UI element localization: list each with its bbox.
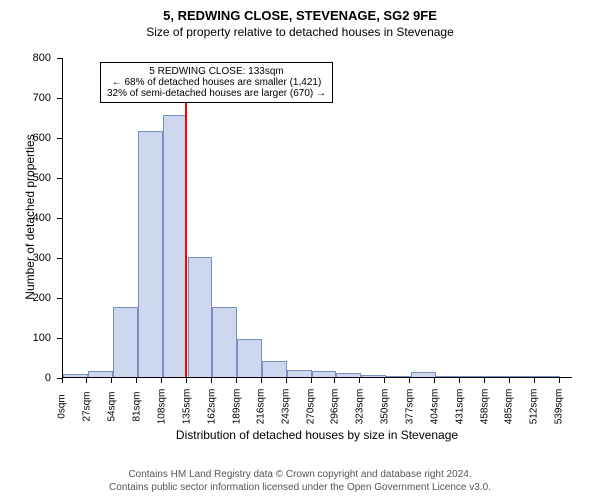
x-tick-label: 431sqm	[454, 389, 465, 425]
x-tick-mark	[62, 378, 63, 383]
info-line-1: 5 REDWING CLOSE: 133sqm	[107, 66, 326, 77]
x-tick-label: 404sqm	[429, 389, 440, 425]
x-tick-label: 0sqm	[56, 394, 67, 418]
x-tick-label: 135sqm	[181, 389, 192, 425]
histogram-bar	[188, 257, 213, 377]
y-tick-label: 300	[33, 252, 57, 264]
x-tick-mark	[334, 378, 335, 383]
y-tick: 300	[0, 251, 62, 265]
y-tick: 500	[0, 171, 62, 185]
x-tick-label: 27sqm	[81, 391, 92, 421]
histogram-bar	[460, 376, 485, 377]
info-line-3: 32% of semi-detached houses are larger (…	[107, 88, 326, 99]
y-tick: 100	[0, 331, 62, 345]
info-box: 5 REDWING CLOSE: 133sqm ← 68% of detache…	[100, 62, 333, 103]
histogram-bar	[336, 373, 361, 377]
x-tick-mark	[236, 378, 237, 383]
y-tick: 800	[0, 51, 62, 65]
x-tick-mark	[161, 378, 162, 383]
histogram-bar	[485, 376, 510, 377]
x-tick-mark	[409, 378, 410, 383]
x-tick-mark	[434, 378, 435, 383]
x-tick: 539sqm	[539, 378, 579, 412]
y-tick-mark	[57, 298, 62, 299]
x-tick-mark	[559, 378, 560, 383]
chart-title: 5, REDWING CLOSE, STEVENAGE, SG2 9FE	[0, 0, 600, 23]
x-tick-mark	[534, 378, 535, 383]
footer-line-1: Contains HM Land Registry data © Crown c…	[0, 468, 600, 481]
histogram-bar	[361, 375, 386, 377]
x-tick-label: 539sqm	[554, 389, 565, 425]
y-tick: 200	[0, 291, 62, 305]
y-tick-mark	[57, 178, 62, 179]
y-tick-label: 100	[33, 332, 57, 344]
y-tick-mark	[57, 138, 62, 139]
x-tick-mark	[286, 378, 287, 383]
x-tick-mark	[186, 378, 187, 383]
y-tick-label: 200	[33, 292, 57, 304]
histogram-bar	[510, 376, 535, 377]
y-tick: 700	[0, 91, 62, 105]
x-tick-mark	[311, 378, 312, 383]
plot-area	[62, 58, 572, 378]
x-tick-mark	[211, 378, 212, 383]
chart-container: 5, REDWING CLOSE, STEVENAGE, SG2 9FE Siz…	[0, 0, 600, 500]
x-tick-label: 162sqm	[206, 389, 217, 425]
x-tick-label: 108sqm	[156, 389, 167, 425]
histogram-bar	[63, 374, 88, 377]
y-tick-mark	[57, 98, 62, 99]
x-axis-label: Distribution of detached houses by size …	[62, 428, 572, 442]
x-tick-label: 81sqm	[131, 391, 142, 421]
x-tick-mark	[459, 378, 460, 383]
y-tick-label: 700	[33, 92, 57, 104]
x-tick-mark	[359, 378, 360, 383]
histogram-bar	[88, 371, 113, 377]
y-tick: 400	[0, 211, 62, 225]
y-tick: 600	[0, 131, 62, 145]
y-tick-label: 800	[33, 52, 57, 64]
histogram-bar	[386, 376, 411, 377]
histogram-bar	[535, 376, 560, 377]
x-tick-label: 216sqm	[256, 389, 267, 425]
x-tick-mark	[509, 378, 510, 383]
x-tick-mark	[261, 378, 262, 383]
x-tick-label: 377sqm	[404, 389, 415, 425]
x-tick-label: 458sqm	[479, 389, 490, 425]
y-tick-label: 400	[33, 212, 57, 224]
y-tick-mark	[57, 258, 62, 259]
info-line-2: ← 68% of detached houses are smaller (1,…	[107, 77, 326, 88]
y-tick-mark	[57, 218, 62, 219]
histogram-bar	[436, 376, 461, 377]
x-tick-label: 296sqm	[329, 389, 340, 425]
x-tick-mark	[86, 378, 87, 383]
x-tick-mark	[136, 378, 137, 383]
histogram-bar	[262, 361, 287, 377]
x-tick-label: 54sqm	[106, 391, 117, 421]
x-tick-label: 350sqm	[379, 389, 390, 425]
histogram-bar	[411, 372, 436, 377]
y-tick-mark	[57, 58, 62, 59]
y-tick-label: 500	[33, 172, 57, 184]
histogram-bar	[113, 307, 138, 377]
x-tick-label: 243sqm	[281, 389, 292, 425]
y-tick-label: 600	[33, 132, 57, 144]
y-tick-mark	[57, 338, 62, 339]
x-tick-label: 485sqm	[504, 389, 515, 425]
x-tick-label: 512sqm	[529, 389, 540, 425]
x-tick-mark	[484, 378, 485, 383]
marker-line	[185, 73, 187, 377]
footer: Contains HM Land Registry data © Crown c…	[0, 468, 600, 494]
x-tick-label: 189sqm	[231, 389, 242, 425]
chart-subtitle: Size of property relative to detached ho…	[0, 23, 600, 39]
histogram-bar	[212, 307, 237, 377]
histogram-bar	[138, 131, 163, 377]
histogram-bar	[237, 339, 262, 377]
footer-line-2: Contains public sector information licen…	[0, 481, 600, 494]
histogram-bar	[287, 370, 312, 377]
histogram-bar	[312, 371, 336, 377]
x-tick-mark	[111, 378, 112, 383]
x-tick-label: 323sqm	[354, 389, 365, 425]
x-tick-mark	[384, 378, 385, 383]
